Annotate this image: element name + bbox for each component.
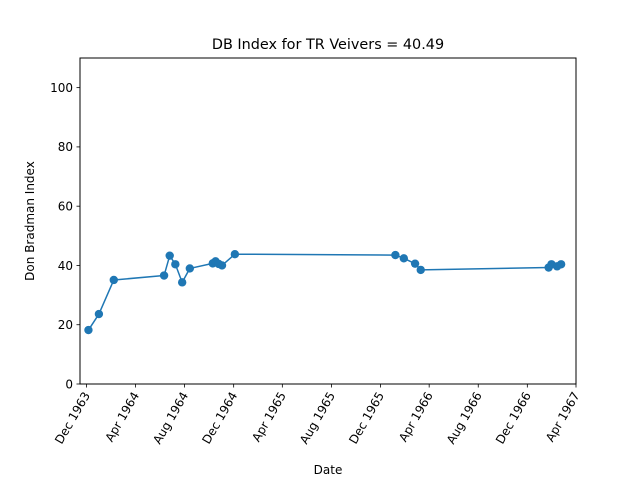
y-tick-label: 100 — [50, 81, 73, 95]
data-point — [165, 251, 174, 260]
chart-title: DB Index for TR Veivers = 40.49 — [212, 37, 444, 53]
data-point — [84, 325, 93, 335]
x-axis-label: Date — [314, 463, 343, 477]
data-point — [230, 249, 240, 259]
data-point — [171, 260, 180, 269]
y-axis-label: Don Bradman Index — [23, 161, 37, 281]
data-point — [109, 275, 118, 285]
data-point — [217, 261, 227, 270]
y-tick-label: 40 — [58, 259, 73, 273]
series-layer — [84, 249, 566, 335]
y-tick-label: 20 — [58, 318, 73, 332]
data-point — [391, 250, 400, 260]
y-axis: 0 20 40 60 80 100 — [50, 81, 80, 391]
data-point — [410, 259, 420, 268]
plot-frame — [79, 57, 577, 385]
data-point — [159, 271, 169, 280]
data-point — [399, 254, 409, 263]
data-point — [94, 309, 104, 319]
y-tick-label: 60 — [58, 199, 73, 213]
plot-area — [80, 58, 576, 384]
data-point — [416, 265, 425, 275]
data-point — [185, 264, 195, 273]
y-tick-label: 0 — [65, 377, 73, 391]
data-point — [556, 260, 566, 269]
y-tick-label: 80 — [58, 140, 73, 154]
data-point — [177, 278, 187, 287]
